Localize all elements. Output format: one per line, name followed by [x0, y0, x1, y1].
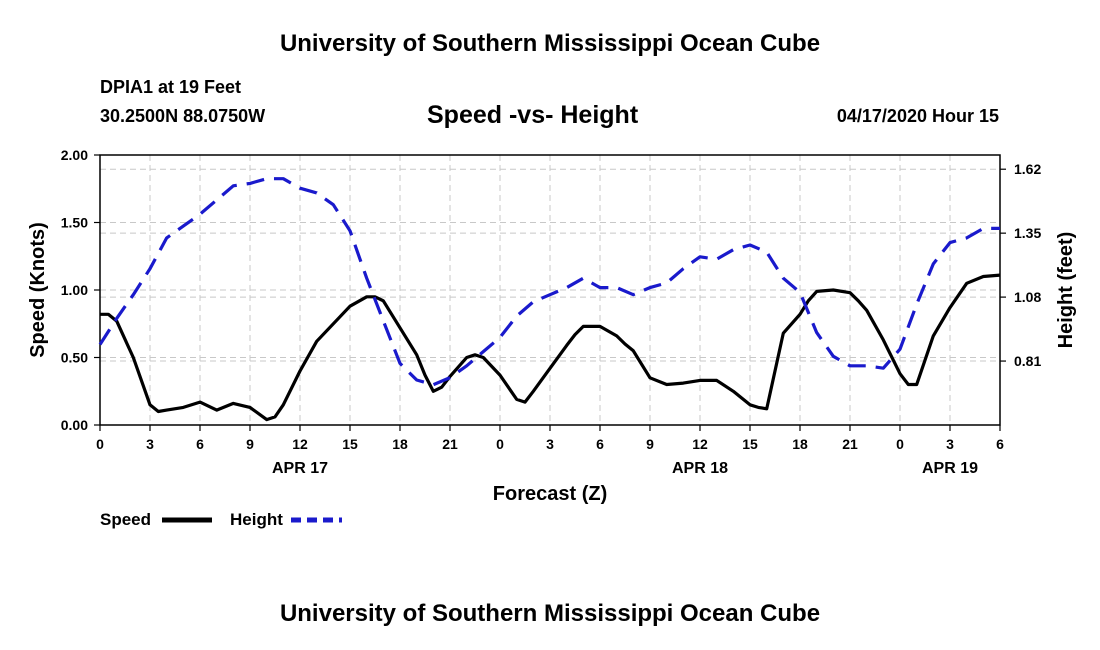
x-tick-label: 3: [146, 436, 154, 452]
x-tick-label: 18: [392, 436, 408, 452]
legend-height-label: Height: [230, 510, 283, 529]
x-tick-label: 9: [646, 436, 654, 452]
series-line-speed: [100, 273, 1001, 422]
y-tick-label: 0.50: [61, 350, 88, 366]
x-tick-label: 21: [842, 436, 858, 452]
y-tick-label: 2.00: [61, 147, 88, 163]
date-label: APR 17: [272, 460, 328, 477]
x-tick-label: 0: [896, 436, 904, 452]
y2-tick-label: 0.81: [1014, 353, 1041, 369]
x-tick-label: 3: [546, 436, 554, 452]
date-label: APR 18: [672, 460, 728, 477]
station-coordinates: 30.2500N 88.0750W: [100, 106, 266, 126]
page-title: University of Southern Mississippi Ocean…: [279, 30, 821, 57]
x-tick-label: 12: [692, 436, 708, 452]
y2-tick-label: 1.08: [1014, 289, 1041, 305]
grid: [100, 155, 1000, 425]
x-tick-label: 18: [792, 436, 808, 452]
x-tick-label: 6: [596, 436, 604, 452]
x-tick-label: 15: [342, 436, 358, 452]
x-tick-label: 6: [996, 436, 1004, 452]
chart-subtitle: Speed -vs- Height: [427, 101, 639, 129]
x-tick-label: 6: [196, 436, 204, 452]
x-tick-label: 21: [442, 436, 458, 452]
y-tick-label: 0.00: [61, 417, 88, 433]
series: [98, 177, 1001, 422]
station-label: DPIA1 at 19 Feet: [100, 77, 242, 97]
date-label: APR 19: [922, 460, 978, 477]
y-tick-label: 1.50: [61, 215, 88, 231]
x-tick-label: 0: [96, 436, 104, 452]
y2-axis-label: Height (feet): [1055, 232, 1077, 349]
x-tick-label: 0: [496, 436, 504, 452]
x-axis-label: Forecast (Z): [493, 483, 607, 505]
x-tick-label: 12: [292, 436, 308, 452]
footer-title: University of Southern Mississippi Ocean…: [279, 600, 821, 627]
y-axis-label: Speed (Knots): [27, 222, 49, 358]
legend-speed-label: Speed: [100, 510, 151, 529]
y2-tick-label: 1.62: [1014, 161, 1041, 177]
x-tick-label: 15: [742, 436, 758, 452]
y2-tick-label: 1.35: [1014, 225, 1041, 241]
axes: 0 3 6 9 12 15 18 21 0 3 6 9 12 15 18 21 0 3 6 0.00 0.50 1.00 1…: [61, 147, 1042, 477]
forecast-datetime: 04/17/2020 Hour 15: [836, 106, 999, 126]
legend: Speed Height: [100, 510, 342, 529]
x-tick-label: 3: [946, 436, 954, 452]
y-tick-label: 1.00: [61, 282, 88, 298]
series-line-height: [98, 177, 1000, 387]
x-tick-label: 9: [246, 436, 254, 452]
